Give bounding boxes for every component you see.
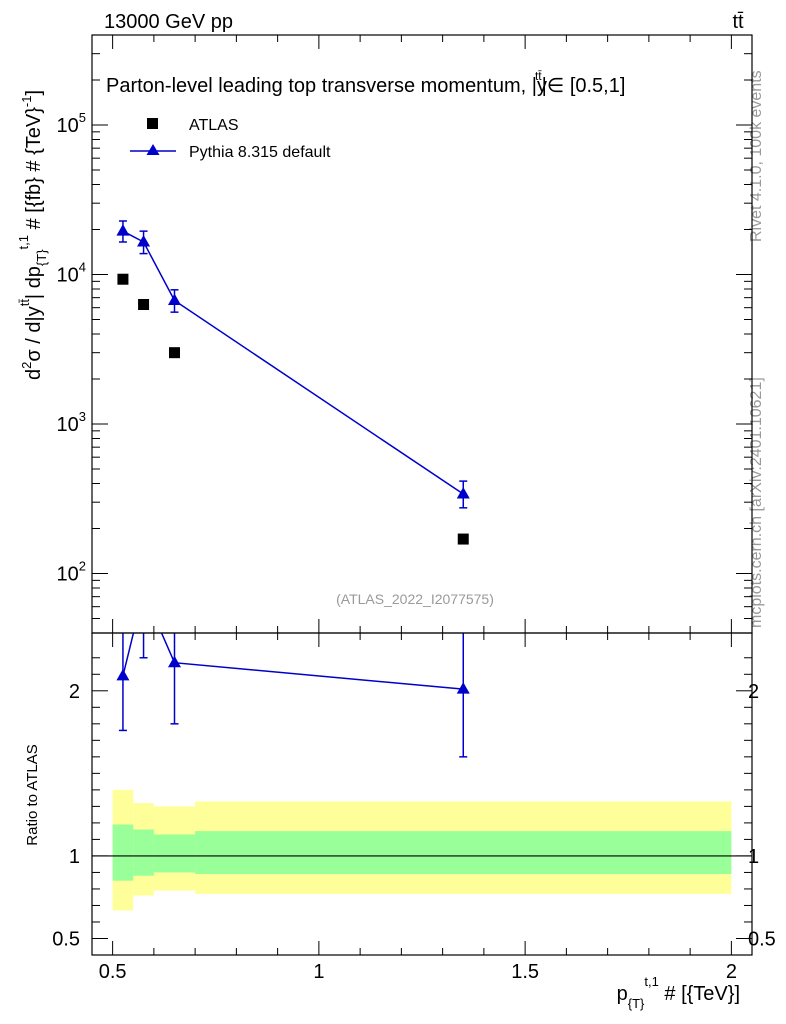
ratio-y-tick-label: 2 bbox=[69, 681, 80, 703]
legend-marker-pythia bbox=[146, 144, 160, 155]
chart-title-y-sup: tt̄ bbox=[535, 69, 542, 83]
main-axis-ticks: 102 103 104 105 bbox=[57, 34, 752, 634]
ylabel-ttbar: tt̄ bbox=[17, 299, 32, 307]
x-tick-label: 2 bbox=[726, 961, 737, 983]
ratio-panel: 0.5 1 1.5 2 0.5 0.5 1 1 2 2 Ratio to ATLAS bbox=[24, 585, 776, 983]
ratio-frame bbox=[91, 632, 753, 956]
main-panel: 102 103 104 105 Parton-level leading top tr… bbox=[16, 34, 753, 634]
x-tick-label: 0.5 bbox=[99, 961, 127, 983]
main-y-tick-label: 105 bbox=[57, 110, 86, 137]
main-y-tick-label: 102 bbox=[57, 559, 86, 586]
xlabel-sub: {T} bbox=[628, 996, 645, 1011]
ylabel-sub-t: {T} bbox=[34, 249, 49, 266]
chart-title-rest: |∈ [0.5,1] bbox=[542, 75, 626, 97]
ylabel-sigma: σ / d|y bbox=[23, 306, 45, 361]
atlas-point bbox=[138, 299, 150, 311]
pythia-point bbox=[116, 224, 130, 236]
ratio-pythia-line bbox=[122, 633, 464, 690]
ratio-data-layer bbox=[92, 585, 752, 857]
analysis-watermark: (ATLAS_2022_I2077575) bbox=[336, 591, 494, 607]
pythia-point bbox=[456, 487, 470, 499]
ylabel-units-end: ] bbox=[23, 90, 45, 96]
ratio-band-inner bbox=[153, 834, 196, 873]
ylabel-sup-t1: t,1 bbox=[16, 235, 31, 249]
ratio-y-axis-label: Ratio to ATLAS bbox=[24, 744, 41, 845]
ratio-y-tick-label: 1 bbox=[69, 846, 80, 868]
ratio-pythia-point bbox=[137, 585, 150, 597]
chart-title-y: y bbox=[537, 75, 547, 97]
ratio-axis-ticks: 0.5 1 1.5 2 0.5 0.5 1 1 2 2 bbox=[52, 633, 776, 983]
main-y-axis-label: d2σ / d|ytt̄| dp{T}t,1 # [{fb} # {TeV}-1… bbox=[16, 90, 49, 380]
ylabel-d: d bbox=[23, 369, 45, 380]
ratio-y-tick-label-right: 0.5 bbox=[748, 928, 776, 950]
legend: ATLAS Pythia 8.315 default bbox=[130, 117, 331, 161]
ratio-y-tick-label-right: 1 bbox=[748, 846, 759, 868]
chart-title: Parton-level leading top transverse mome… bbox=[106, 69, 625, 97]
ratio-y-tick-label-right: 2 bbox=[748, 681, 759, 703]
xlabel-p: p bbox=[617, 983, 628, 1005]
ylabel-units-sup: -1 bbox=[19, 96, 34, 108]
ratio-y-tick-label: 0.5 bbox=[52, 928, 80, 950]
energy-label: 13000 GeV pp bbox=[104, 11, 233, 33]
x-tick-label: 1 bbox=[313, 961, 324, 983]
legend-marker-atlas bbox=[147, 118, 158, 129]
legend-label-pythia: Pythia 8.315 default bbox=[189, 144, 331, 161]
main-y-tick-label: 103 bbox=[57, 409, 86, 436]
atlas-point bbox=[457, 533, 469, 545]
ratio-pythia-point bbox=[456, 682, 470, 694]
pythia-line bbox=[122, 230, 464, 495]
x-tick-label: 1.5 bbox=[511, 961, 539, 983]
pythia-point bbox=[168, 293, 181, 306]
chart-title-main: Parton-level leading top transverse mome… bbox=[106, 75, 537, 97]
atlas-point bbox=[169, 347, 180, 359]
ratio-band-inner bbox=[112, 824, 134, 881]
x-axis-label: p{T} t,1 # [{TeV}] bbox=[617, 974, 740, 1011]
process-label: tt̄ bbox=[732, 11, 744, 33]
ylabel-units: # [{fb} # {TeV} bbox=[23, 107, 45, 235]
xlabel-sup: t,1 bbox=[644, 974, 658, 989]
rivet-label: Rivet 4.1.0, 100k events bbox=[748, 70, 765, 242]
ratio-pythia-point bbox=[168, 655, 181, 668]
ratio-pythia-point bbox=[116, 668, 130, 681]
ylabel-sup2: 2 bbox=[19, 362, 34, 369]
pythia-point bbox=[137, 234, 151, 247]
main-data-layer bbox=[116, 220, 470, 545]
ratio-bands-layer bbox=[112, 789, 732, 911]
ylabel-dp: | dp bbox=[23, 266, 45, 299]
legend-label-atlas: ATLAS bbox=[189, 117, 239, 134]
xlabel-rest: # [{TeV}] bbox=[659, 983, 740, 1005]
atlas-point bbox=[117, 273, 129, 285]
ratio-band-inner bbox=[195, 831, 732, 875]
main-y-tick-label: 104 bbox=[57, 260, 86, 287]
ratio-band-inner bbox=[133, 829, 154, 876]
